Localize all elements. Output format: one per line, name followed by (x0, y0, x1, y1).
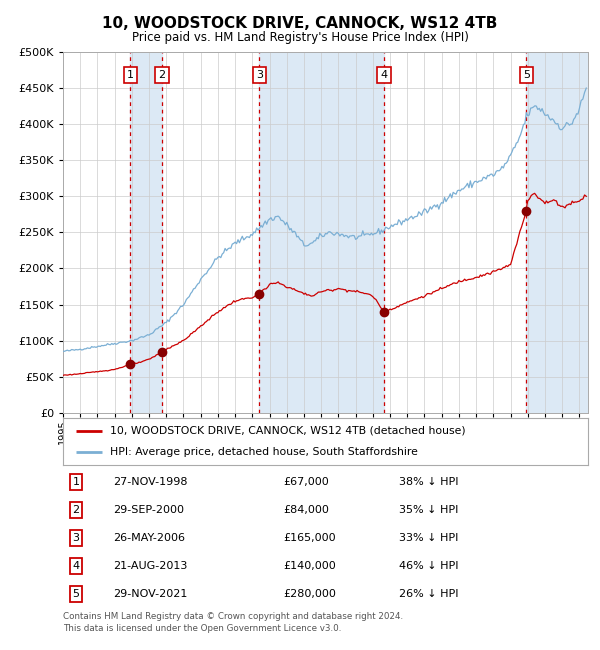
Text: Contains HM Land Registry data © Crown copyright and database right 2024.: Contains HM Land Registry data © Crown c… (63, 612, 403, 621)
Text: 26-MAY-2006: 26-MAY-2006 (113, 533, 185, 543)
Text: 27-NOV-1998: 27-NOV-1998 (113, 477, 187, 487)
Text: 21-AUG-2013: 21-AUG-2013 (113, 561, 187, 571)
Text: £140,000: £140,000 (284, 561, 336, 571)
Text: 4: 4 (380, 70, 388, 80)
Text: £280,000: £280,000 (284, 589, 337, 599)
Text: Price paid vs. HM Land Registry's House Price Index (HPI): Price paid vs. HM Land Registry's House … (131, 31, 469, 44)
Text: This data is licensed under the Open Government Licence v3.0.: This data is licensed under the Open Gov… (63, 624, 341, 633)
Text: 10, WOODSTOCK DRIVE, CANNOCK, WS12 4TB: 10, WOODSTOCK DRIVE, CANNOCK, WS12 4TB (103, 16, 497, 31)
Text: 35% ↓ HPI: 35% ↓ HPI (399, 505, 458, 515)
Text: 10, WOODSTOCK DRIVE, CANNOCK, WS12 4TB (detached house): 10, WOODSTOCK DRIVE, CANNOCK, WS12 4TB (… (110, 426, 466, 436)
Text: 38% ↓ HPI: 38% ↓ HPI (399, 477, 458, 487)
Bar (259, 52, 384, 413)
Text: £67,000: £67,000 (284, 477, 329, 487)
Text: 46% ↓ HPI: 46% ↓ HPI (399, 561, 458, 571)
Text: 29-SEP-2000: 29-SEP-2000 (113, 505, 184, 515)
Text: £84,000: £84,000 (284, 505, 329, 515)
Text: £165,000: £165,000 (284, 533, 336, 543)
Text: HPI: Average price, detached house, South Staffordshire: HPI: Average price, detached house, Sout… (110, 447, 418, 457)
Bar (526, 52, 588, 413)
Text: 1: 1 (73, 477, 80, 487)
Text: 3: 3 (73, 533, 80, 543)
Text: 2: 2 (73, 505, 80, 515)
Text: 4: 4 (73, 561, 80, 571)
Text: 33% ↓ HPI: 33% ↓ HPI (399, 533, 458, 543)
Text: 5: 5 (73, 589, 80, 599)
Text: 29-NOV-2021: 29-NOV-2021 (113, 589, 187, 599)
Text: 26% ↓ HPI: 26% ↓ HPI (399, 589, 458, 599)
Bar (130, 52, 162, 413)
Text: 1: 1 (127, 70, 134, 80)
Text: 5: 5 (523, 70, 530, 80)
Text: 3: 3 (256, 70, 263, 80)
Text: 2: 2 (158, 70, 166, 80)
